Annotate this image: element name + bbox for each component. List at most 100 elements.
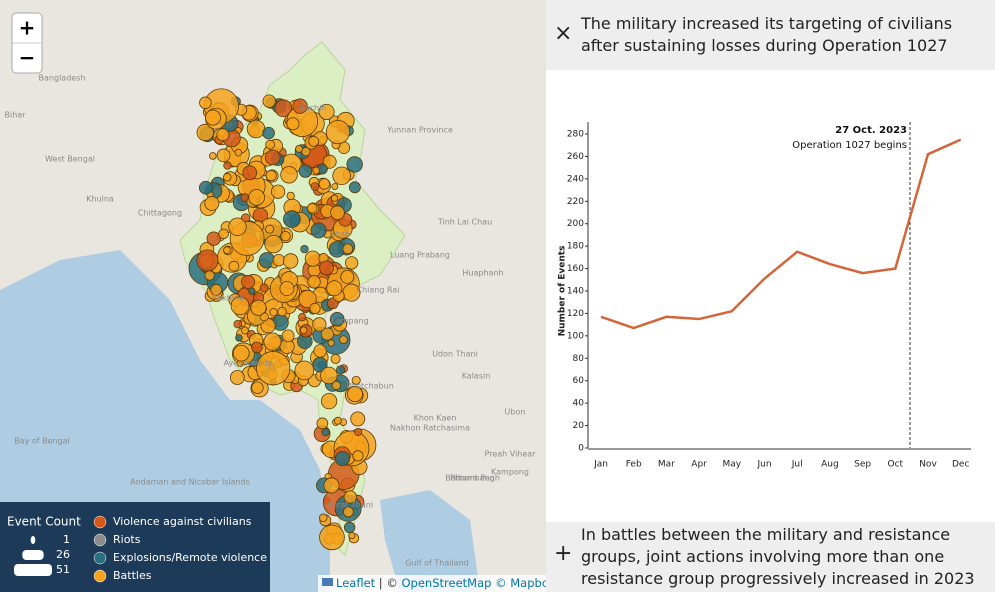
event-dot <box>320 366 338 385</box>
event-dot <box>248 189 266 206</box>
size-label: 51 <box>56 563 70 576</box>
event-dot <box>340 269 355 284</box>
event-dot <box>280 230 291 242</box>
event-dot <box>342 243 354 255</box>
event-dot <box>206 231 221 246</box>
event-dot <box>279 281 295 296</box>
size-label: 26 <box>56 548 70 561</box>
place-label: Kampong <box>491 468 529 477</box>
event-dot <box>234 148 243 157</box>
event-dot <box>286 191 295 201</box>
event-dot <box>264 234 283 254</box>
place-label: Andaman and Nicobar Islands <box>130 478 250 487</box>
event-dot <box>280 166 298 184</box>
y-tick-label: 60 <box>573 376 585 386</box>
event-dot <box>320 392 338 410</box>
x-tick-label: Aug <box>821 460 839 470</box>
event-dot <box>216 148 231 163</box>
annotation-date: 27 Oct. 2023 <box>835 125 907 136</box>
event-dot <box>313 344 327 358</box>
event-dot <box>228 260 240 272</box>
place-label: Nakhon Ratchasima <box>390 424 470 433</box>
event-dot <box>248 287 256 295</box>
place-label: Phetchabun <box>346 382 394 391</box>
chart: 0 20 40 60 80 100 120 140 160 180 200 220 240 260 280 N… <box>558 122 971 470</box>
heading: The military increased its targeting of … <box>581 14 953 55</box>
event-dot <box>352 450 364 462</box>
zoom-in[interactable]: + <box>19 16 36 40</box>
y-tick-label: 260 <box>567 152 584 162</box>
zoom-control: + − <box>11 12 43 74</box>
series-line <box>600 138 962 330</box>
legend: Event Count 1 26 51 Violence against civili… <box>0 502 270 592</box>
event-dot <box>354 428 363 437</box>
event-dot <box>259 283 269 293</box>
y-tick-label: 40 <box>573 399 585 409</box>
x-tick-label: Jan <box>593 460 608 470</box>
place-label: Kachin <box>300 104 327 113</box>
event-dot <box>272 253 285 267</box>
event-dot <box>342 506 354 518</box>
event-dot <box>298 313 307 322</box>
event-dot <box>323 477 340 494</box>
event-dot <box>333 416 342 425</box>
event-dot <box>310 182 320 191</box>
event-dot <box>295 145 303 153</box>
legend-swatch <box>93 533 107 547</box>
legend-label: Explosions/Remote violence <box>113 551 267 564</box>
event-dot <box>298 164 313 178</box>
x-tick-label: Feb <box>626 460 642 470</box>
event-dot <box>325 119 351 145</box>
y-tick-label: 120 <box>567 309 584 319</box>
place-label: Preah Vihear <box>485 450 537 459</box>
size-marker <box>30 536 36 544</box>
bottom-panel[interactable]: + In battles between the military and re… <box>546 522 995 592</box>
place-label: Chittagong <box>138 209 182 218</box>
x-tick-label: Apr <box>691 460 707 470</box>
event-dot <box>283 210 301 228</box>
event-dot <box>308 135 320 147</box>
event-dot <box>216 128 230 142</box>
zoom-out[interactable]: − <box>19 46 36 70</box>
close-icon[interactable]: × <box>554 21 573 46</box>
event-dot <box>223 246 231 254</box>
event-dot <box>318 513 328 523</box>
event-dot <box>307 275 321 289</box>
event-dot <box>300 326 308 334</box>
size-label: 1 <box>63 533 70 546</box>
x-tick-label: Mar <box>658 460 675 470</box>
event-dot <box>312 317 327 332</box>
event-dot <box>298 289 317 309</box>
event-dot <box>348 532 356 540</box>
y-tick-label: 220 <box>567 197 584 207</box>
event-dot <box>343 521 356 534</box>
sea <box>380 490 480 592</box>
event-dot <box>316 417 329 430</box>
flag-icon <box>322 578 333 586</box>
event-dot <box>196 123 214 142</box>
top-panel[interactable]: × The military increased its targeting o… <box>546 0 995 70</box>
legend-label: Battles <box>113 569 152 582</box>
event-dot <box>331 194 339 202</box>
x-tick-label: May <box>722 460 741 470</box>
event-dot <box>233 319 243 329</box>
event-dot <box>269 308 278 317</box>
expand-icon[interactable]: + <box>554 541 573 566</box>
legend-label: Violence against civilians <box>113 515 252 528</box>
event-dot <box>232 344 250 362</box>
event-dot <box>198 180 213 195</box>
event-dot <box>346 156 363 173</box>
event-dot <box>264 149 281 166</box>
event-dot <box>281 329 295 343</box>
x-tick-label: Oct <box>888 460 904 470</box>
event-dot <box>348 181 361 194</box>
place-label: Ubon <box>505 408 526 417</box>
event-dot <box>256 351 291 386</box>
event-dot <box>199 96 212 110</box>
legend-swatch <box>93 515 107 529</box>
event-dot <box>318 103 335 120</box>
place-label: Gulf of Thailand <box>405 559 468 568</box>
event-dot <box>334 450 351 467</box>
map[interactable]: Kachin Shan Rakhine Ayeyarwady Bay of Bengal… <box>0 0 546 592</box>
event-dot <box>321 427 330 437</box>
